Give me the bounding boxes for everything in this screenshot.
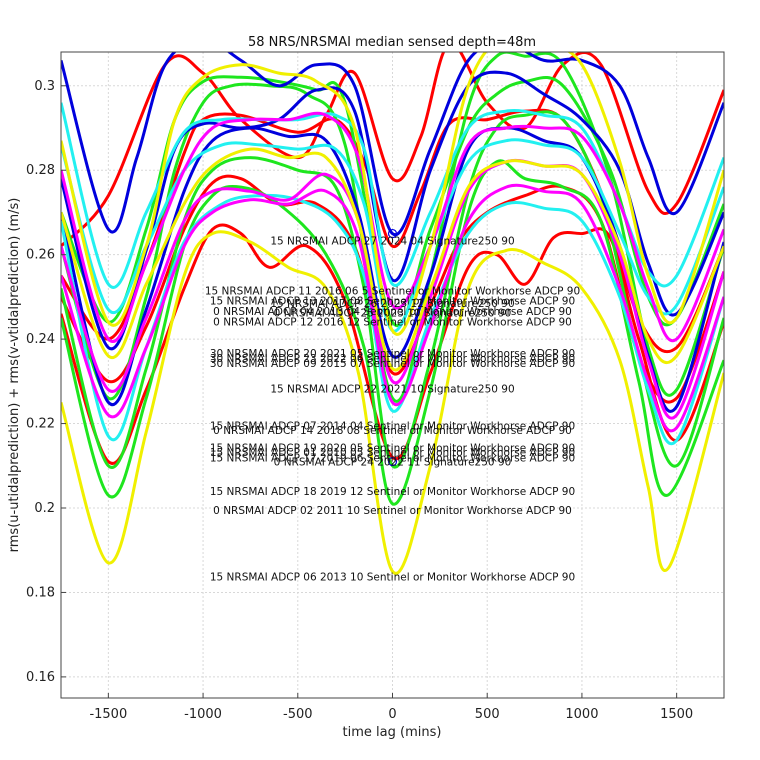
annotation-label: 15 NRSMAI ADCP 26 2023 12 Signature250 9… bbox=[270, 298, 514, 310]
annotation-label: 0 NRSMAI ADCP 25 2023 10 Signature250 90 bbox=[274, 308, 512, 320]
series-line-y3 bbox=[61, 52, 724, 336]
annotation-label: 15 NRSMAI ADCP 11 2016 06 5 Sentinel or … bbox=[205, 286, 580, 298]
chart-title: 58 NRS/NRSMAI median sensed depth=48m bbox=[248, 35, 536, 50]
series-line-y2 bbox=[61, 147, 724, 372]
x-tick-label: 1500 bbox=[660, 707, 693, 722]
annotation-label: 0 NRSMAI ADCP 12 2016 12 Sentinel or Mon… bbox=[213, 316, 572, 328]
annotation-label: 0 NRSMAI ADCP 04 2013 04 Sentinel or Mon… bbox=[213, 306, 572, 318]
tick-layer: -1500 -1000 -500 0 500 1000 1500 0.16 0.18 0.2 0.2… bbox=[26, 79, 693, 722]
x-axis-label: time lag (mins) bbox=[343, 725, 442, 740]
grid-layer bbox=[61, 52, 724, 698]
series-layer bbox=[61, 52, 724, 575]
annotation-label: 0 NRSMAI ADCP 24 2022 11 Signature250 90 bbox=[274, 457, 512, 469]
y-tick-label: 0.2 bbox=[34, 501, 55, 516]
annotation-label: 15 NRSMAI ADCP 19 2020 05 Sentinel or Mo… bbox=[210, 443, 575, 455]
y-tick-label: 0.26 bbox=[26, 248, 55, 263]
y-tick-label: 0.28 bbox=[26, 163, 55, 178]
x-tick-label: 0 bbox=[388, 707, 396, 722]
marker-layer bbox=[387, 228, 398, 467]
annotation-label: 15 NRSMAI ADCP 27 2024 04 Signature250 9… bbox=[270, 236, 514, 248]
y-tick-label: 0.22 bbox=[26, 417, 55, 432]
annotation-label: 15 NRSMAI ADCP 18 2019 12 Sentinel or Mo… bbox=[210, 486, 575, 498]
data-marker bbox=[387, 228, 398, 239]
annotation-label: 15 NRSMAI ADCP 13 2017 08 Sentinel or Mo… bbox=[210, 295, 575, 307]
annotation-label: 0 NRSMAI ADCP 02 2011 10 Sentinel or Mon… bbox=[213, 505, 572, 517]
y-tick-label: 0.18 bbox=[26, 585, 55, 600]
annotation-label: 15 NRSMAI ADCP 06 2013 10 Sentinel or Mo… bbox=[210, 571, 575, 583]
series-line-m2 bbox=[61, 158, 724, 420]
data-marker bbox=[387, 456, 398, 467]
annotation-label: 15 NRSMAI ADCP 17 2019 06 Sentinel or Mo… bbox=[210, 452, 575, 464]
annotation-label: 30 NRSMAI ADCP 20 2021 05 Sentinel or Mo… bbox=[210, 348, 575, 360]
annotation-label: 15 NRSMAI ADCP 22 2021 10 Signature250 9… bbox=[270, 384, 514, 396]
series-line-r1 bbox=[61, 52, 724, 248]
series-line-b1 bbox=[61, 52, 724, 237]
annotation-label: 0 NRSMAI ADCP 14 2018 08 Sentinel or Mon… bbox=[213, 425, 572, 437]
annotation-layer: 15 NRSMAI ADCP 27 2024 04 Signature250 9… bbox=[205, 236, 580, 584]
x-tick-label: 500 bbox=[475, 707, 500, 722]
x-tick-label: -1500 bbox=[89, 707, 127, 722]
annotation-label: 30 NRSMAI ADCP 09 2015 07 Sentinel or Mo… bbox=[210, 358, 575, 370]
series-line-m3 bbox=[61, 183, 724, 433]
x-tick-label: -500 bbox=[283, 707, 313, 722]
y-tick-label: 0.3 bbox=[34, 79, 55, 94]
y-axis-label: rms(u-utidalprediction) + rms(v-vtidalpr… bbox=[7, 198, 22, 553]
x-tick-label: -1000 bbox=[184, 707, 222, 722]
y-tick-label: 0.16 bbox=[26, 670, 55, 685]
y-tick-label: 0.24 bbox=[26, 332, 55, 347]
annotation-label: 15 NRSMAI ADCP 01 2010 05 Sentinel or Mo… bbox=[210, 447, 575, 459]
annotation-label: 30 NRSMAI ADCP 23 2022 06 Sentinel or Mo… bbox=[210, 353, 575, 365]
x-tick-label: 1000 bbox=[565, 707, 598, 722]
series-line-m1 bbox=[61, 111, 724, 343]
series-line-y1 bbox=[61, 230, 724, 575]
annotation-label: 15 NRSMAI ADCP 07 2014 04 Sentinel or Mo… bbox=[210, 421, 575, 433]
